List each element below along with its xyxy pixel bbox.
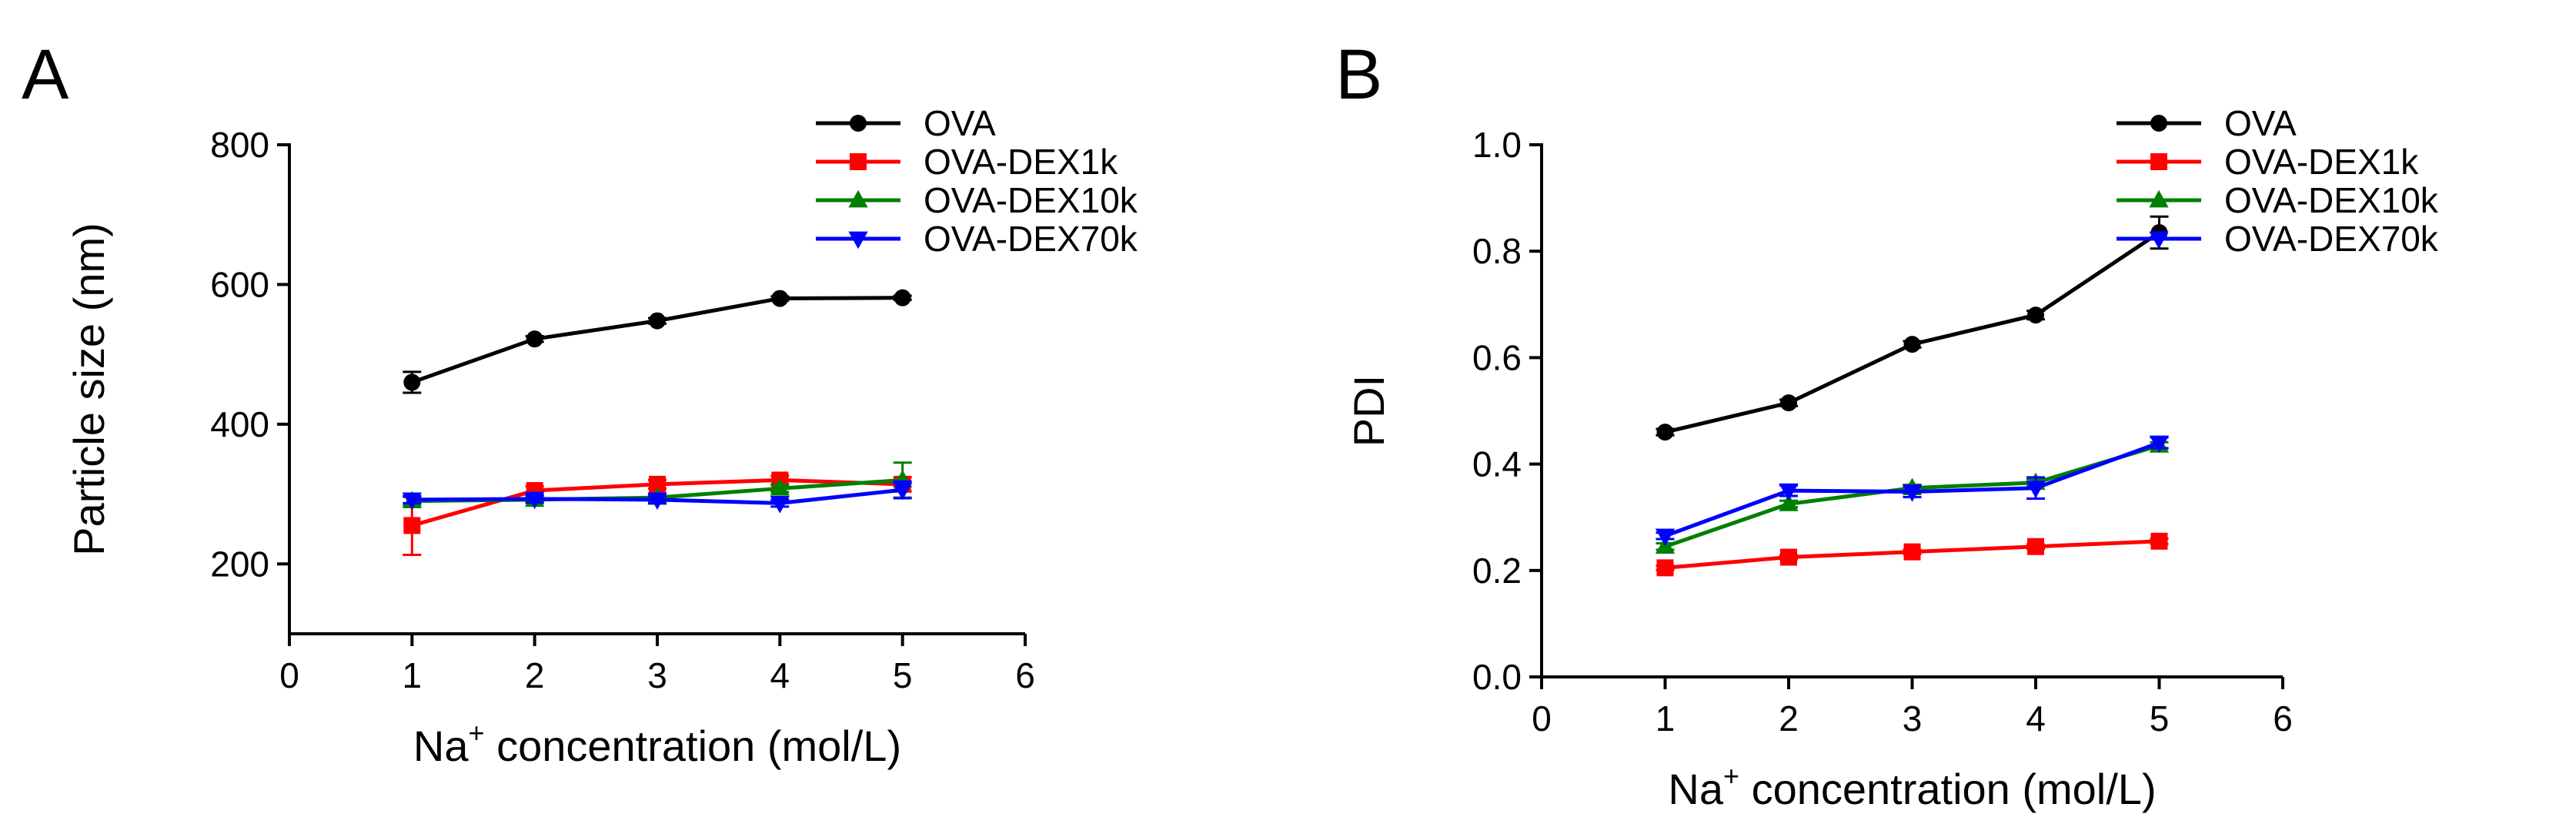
y-tick-label: 0.6	[1472, 337, 1522, 377]
legend-marker	[2149, 231, 2169, 250]
legend-label: OVA-DEX10k	[2224, 180, 2439, 220]
data-point	[1902, 484, 1923, 502]
series-line	[1664, 230, 2160, 434]
x-axis-title-prefix: Na	[413, 722, 469, 770]
y-tick-label: 600	[210, 264, 269, 304]
data-point	[771, 290, 789, 307]
data-point	[2027, 538, 2044, 555]
data-point	[1903, 336, 1921, 353]
x-tick-label: 6	[2273, 698, 2293, 739]
panel-letter: B	[1335, 35, 1382, 114]
x-tick-label: 0	[279, 655, 299, 695]
legend-marker	[2150, 153, 2167, 170]
data-point	[2026, 481, 2046, 498]
legend-label: OVA	[924, 103, 996, 143]
data-point	[1779, 483, 1799, 501]
x-tick-label: 4	[770, 655, 790, 695]
y-tick-label: 0.4	[1472, 444, 1522, 484]
x-axis-title: Na+ concentration (mol/L)	[413, 717, 901, 770]
legend-label: OVA-DEX70k	[924, 219, 1138, 259]
chart-panel-a: A 0 1 2 3 4 5 6 200 400 600 800 Na+ concentration (m…	[22, 35, 1138, 770]
data-point	[1903, 543, 1921, 561]
data-point	[649, 475, 666, 493]
data-point	[770, 496, 790, 514]
series-ova	[1656, 215, 2169, 441]
legend-label: OVA-DEX1k	[2224, 142, 2419, 182]
x-axis-title-prefix: Na	[1668, 765, 1723, 813]
x-tick-label: 5	[893, 655, 913, 695]
y-tick-label: 800	[210, 125, 269, 165]
data-point	[1780, 548, 1797, 566]
x-tick-label: 0	[1532, 698, 1552, 739]
x-tick-label: 3	[1903, 698, 1923, 739]
legend-marker	[848, 231, 868, 250]
x-tick-label: 5	[2150, 698, 2170, 739]
data-point	[2027, 306, 2044, 324]
panel-letter: A	[22, 35, 69, 114]
data-point	[526, 330, 543, 348]
data-point	[1780, 394, 1797, 412]
series-ova-dex70k	[402, 480, 913, 514]
y-tick-label: 200	[210, 544, 269, 584]
x-tick-label: 1	[403, 655, 423, 695]
legend-marker	[850, 115, 867, 132]
data-point	[770, 478, 790, 496]
legend-label: OVA-DEX10k	[924, 180, 1138, 220]
legend-marker	[2150, 115, 2167, 132]
series-line	[411, 296, 903, 384]
x-tick-label: 4	[2026, 698, 2046, 739]
data-point	[1779, 494, 1799, 511]
data-point	[1656, 424, 1674, 441]
x-axis-title-suffix: concentration (mol/L)	[485, 722, 902, 770]
legend-label: OVA-DEX70k	[2224, 219, 2439, 259]
legend-label: OVA-DEX1k	[924, 142, 1118, 182]
series-ova-dex1k	[1656, 532, 2169, 577]
y-tick-label: 1.0	[1472, 125, 1522, 165]
x-tick-label: 2	[525, 655, 545, 695]
data-point	[893, 482, 913, 501]
x-tick-label: 2	[1779, 698, 1799, 739]
x-axis-title-superscript: +	[1723, 760, 1739, 792]
y-tick-label: 0.2	[1472, 551, 1522, 591]
y-axis-title: PDI	[1345, 375, 1393, 447]
data-point	[2150, 532, 2168, 550]
data-point	[649, 312, 666, 330]
data-point	[403, 373, 421, 391]
legend-marker	[2149, 189, 2169, 208]
x-axis-title: Na+ concentration (mol/L)	[1668, 760, 2156, 813]
data-point	[894, 289, 911, 306]
data-point	[2149, 435, 2170, 454]
y-tick-label: 400	[210, 404, 269, 444]
data-point	[403, 517, 421, 534]
data-point	[525, 491, 545, 510]
x-axis-title-suffix: concentration (mol/L)	[1739, 765, 2157, 813]
legend-marker	[850, 153, 867, 170]
data-point	[1655, 528, 1676, 547]
x-tick-label: 1	[1656, 698, 1676, 739]
data-point	[647, 492, 667, 511]
x-tick-label: 3	[647, 655, 667, 695]
legend-marker	[848, 189, 868, 208]
y-tick-label: 0.8	[1472, 231, 1522, 271]
series-ova-dex70k	[1655, 435, 2170, 547]
legend-label: OVA	[2224, 103, 2297, 143]
data-point	[402, 492, 422, 511]
x-axis-title-superscript: +	[468, 717, 484, 749]
y-tick-label: 0.0	[1472, 657, 1522, 697]
chart-panel-b: B 0 1 2 3 4 5 6 0.0 0.2 0.4 0.6 0.8 1.0 Na+ concentrat…	[1335, 35, 2439, 813]
x-tick-label: 6	[1015, 655, 1035, 695]
y-axis-title: Particle size (nm)	[65, 223, 113, 556]
data-point	[1656, 559, 1674, 577]
series-ova	[403, 289, 912, 394]
